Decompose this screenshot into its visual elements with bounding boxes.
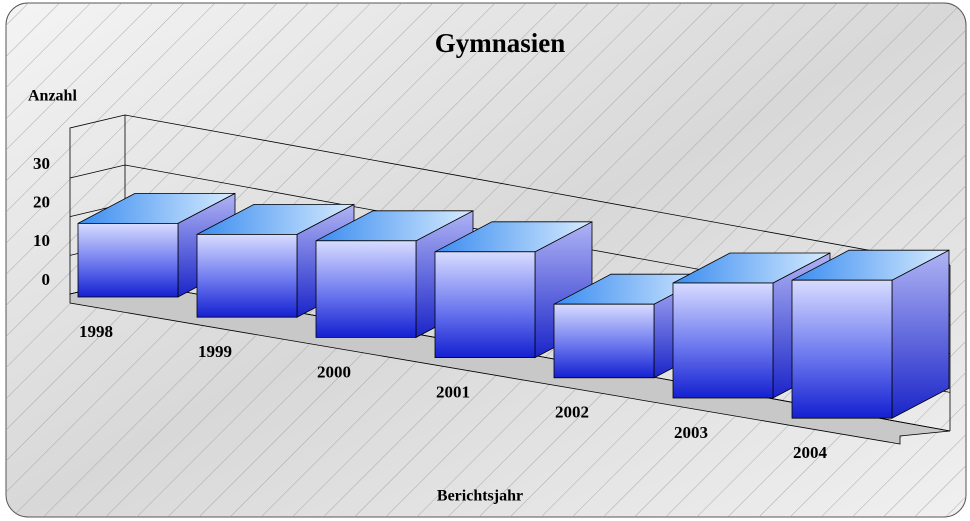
- bar: [791, 279, 893, 419]
- y-tick-label: 0: [42, 270, 51, 289]
- bar: [434, 251, 536, 359]
- bar: [553, 303, 655, 379]
- x-tick-label: 2000: [317, 362, 351, 381]
- chart-title: Gymnasien: [435, 28, 566, 58]
- bar: [196, 233, 298, 318]
- x-tick-label: 1998: [79, 322, 113, 341]
- bar: [77, 222, 179, 298]
- back-wall-top: [124, 114, 951, 266]
- y-tick-label: 30: [33, 154, 50, 173]
- y-tick-label: 20: [33, 193, 50, 212]
- x-tick-label: 2003: [674, 423, 708, 442]
- y-tick-label: 10: [33, 231, 50, 250]
- x-tick-label: 2004: [793, 443, 828, 462]
- x-axis-label: Berichtsjahr: [437, 488, 523, 505]
- x-tick-label: 1999: [198, 342, 232, 361]
- grid-line: [69, 164, 951, 316]
- bar: [315, 240, 417, 338]
- y-axis-label: Anzahl: [28, 88, 77, 105]
- x-tick-label: 2001: [436, 383, 470, 402]
- bar: [672, 282, 774, 399]
- x-tick-label: 2002: [555, 403, 589, 422]
